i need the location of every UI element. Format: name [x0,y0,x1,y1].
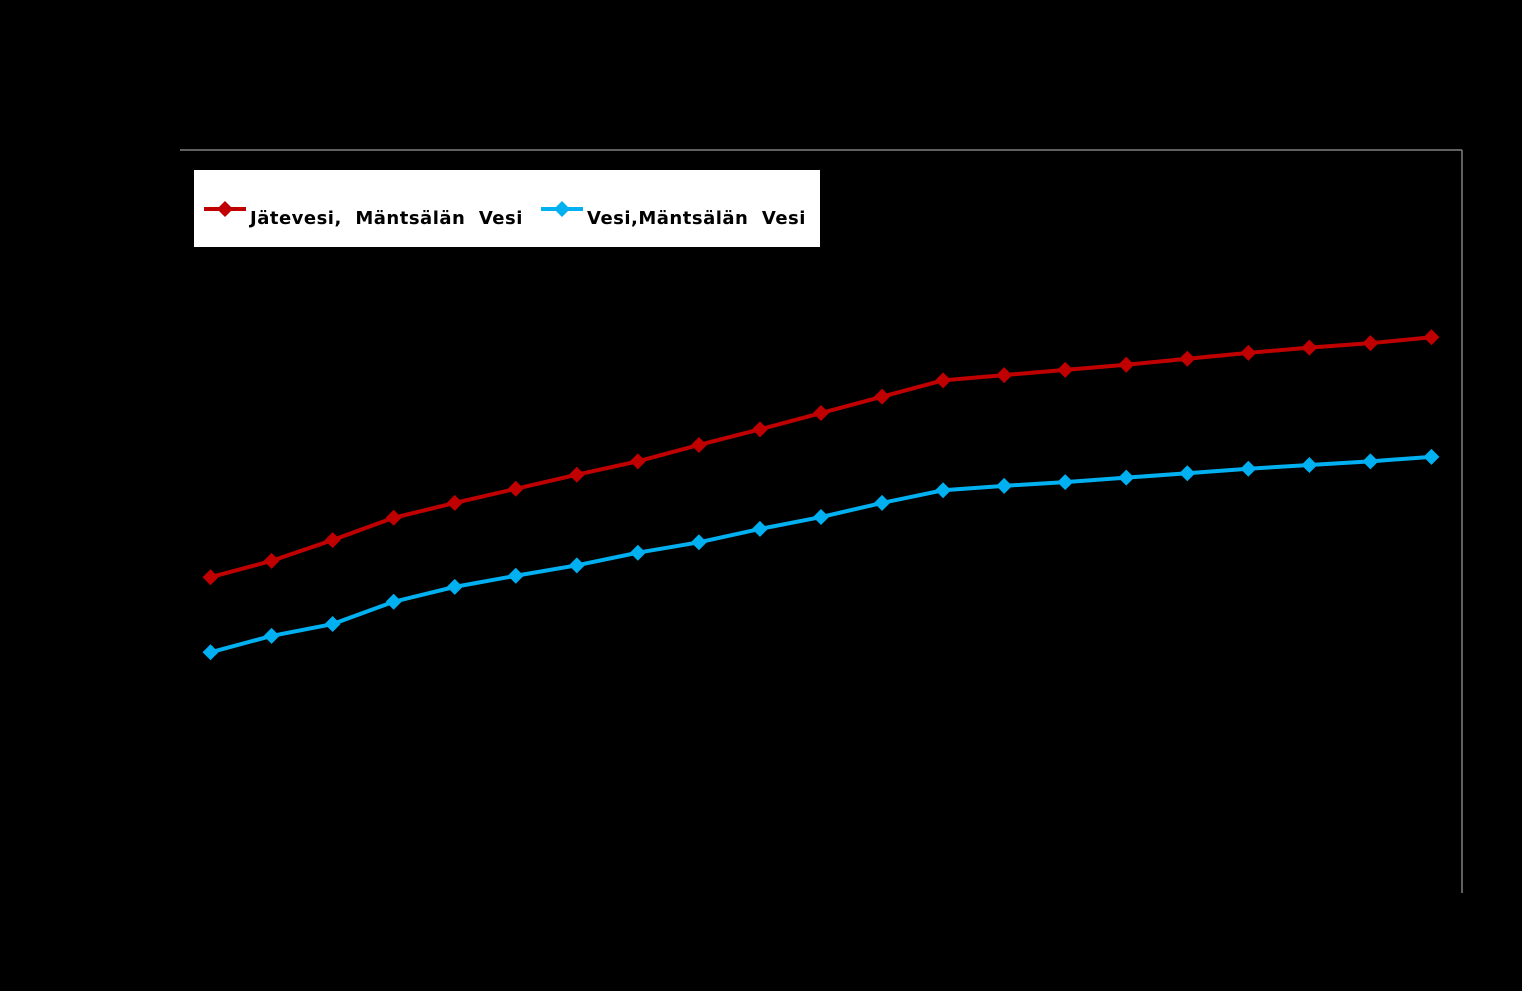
point-marker [690,436,707,453]
point-marker [1118,356,1135,373]
point-marker [1301,339,1318,356]
point-marker [1118,469,1135,486]
point-marker [1301,457,1318,474]
point-marker [1057,361,1074,378]
legend-marker [217,201,233,217]
point-marker [1179,350,1196,367]
point-marker [813,509,829,526]
point-marker [996,477,1013,494]
point-marker [324,616,341,633]
point-marker [751,421,768,438]
point-marker [202,644,219,661]
point-marker [263,552,280,569]
point-marker [385,509,402,526]
point-marker [324,532,341,549]
point-marker [1362,453,1379,470]
point-marker [874,388,891,405]
point-marker [629,453,646,470]
point-marker [996,367,1013,384]
point-marker [690,534,707,551]
legend-label: Vesi,Mäntsälän Vesi [587,208,806,229]
point-marker [1240,344,1257,361]
point-marker [1423,329,1440,346]
point-marker [935,372,952,389]
point-marker [1362,335,1379,352]
point-marker [446,494,463,511]
legend [194,170,820,247]
legend-marker [554,201,570,217]
point-marker [446,578,463,595]
point-marker [813,405,829,422]
point-marker [1423,448,1440,465]
point-marker [751,520,768,537]
point-marker [1057,474,1074,491]
point-marker [263,627,280,644]
point-marker [507,567,524,584]
point-marker [568,557,585,574]
point-marker [202,569,219,586]
point-marker [507,480,524,497]
point-marker [385,593,402,610]
point-marker [935,482,952,499]
point-marker [568,466,585,483]
legend-label: Jätevesi, Mäntsälän Vesi [248,208,523,229]
point-marker [629,544,646,561]
point-marker [874,494,891,511]
point-marker [1179,465,1196,482]
point-marker [1240,460,1257,477]
